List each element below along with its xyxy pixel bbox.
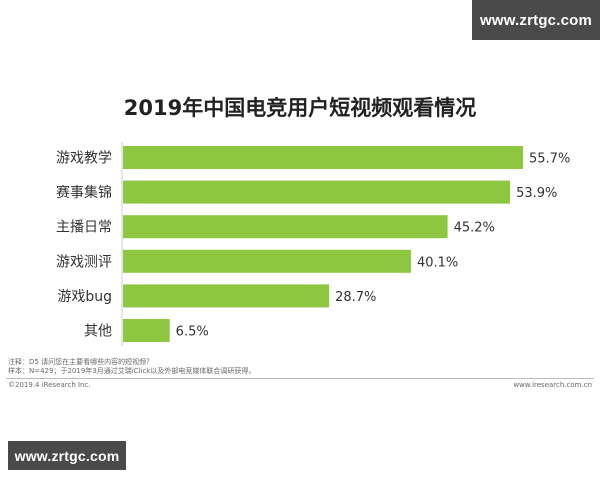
category-label: 游戏bug [57, 289, 112, 305]
category-label: 游戏教学 [56, 151, 112, 167]
bar [123, 215, 448, 239]
footnote-sample: 样本：N=429；于2019年3月通过艾瑞iClick以及外部电竞媒体联合调研获… [8, 367, 256, 375]
bar [123, 249, 411, 273]
footer-divider [6, 378, 594, 379]
value-label: 53.9% [516, 186, 557, 201]
category-label: 游戏测评 [56, 254, 112, 270]
bar [123, 180, 511, 204]
value-label: 55.7% [529, 152, 570, 167]
watermark-top: www.zrtgc.com [472, 0, 600, 40]
bar-chart: 游戏教学 55.7% 赛事集锦 53.9% 主播日常 45.2% 游戏测评 40.1% 游戏bu… [56, 142, 570, 346]
footnote-question: 注释：D5 请问您在主要看哪些内容的短视频？ [8, 358, 154, 366]
value-label: 45.2% [454, 221, 495, 236]
category-label: 其他 [84, 324, 112, 340]
bar [123, 284, 330, 308]
source-site: www.iresearch.com.cn [513, 381, 592, 389]
bar [123, 146, 523, 169]
category-label: 主播日常 [56, 220, 112, 236]
value-label: 28.7% [335, 290, 376, 305]
copyright-text: ©2019.4 iResearch Inc. [8, 381, 91, 389]
category-label: 赛事集锦 [56, 184, 112, 201]
watermark-bottom: www.zrtgc.com [8, 441, 126, 470]
chart-title: 2019年中国电竞用户短视频观看情况 [123, 96, 477, 120]
bar [123, 319, 170, 342]
value-label: 40.1% [417, 255, 458, 270]
value-label: 6.5% [176, 325, 209, 340]
